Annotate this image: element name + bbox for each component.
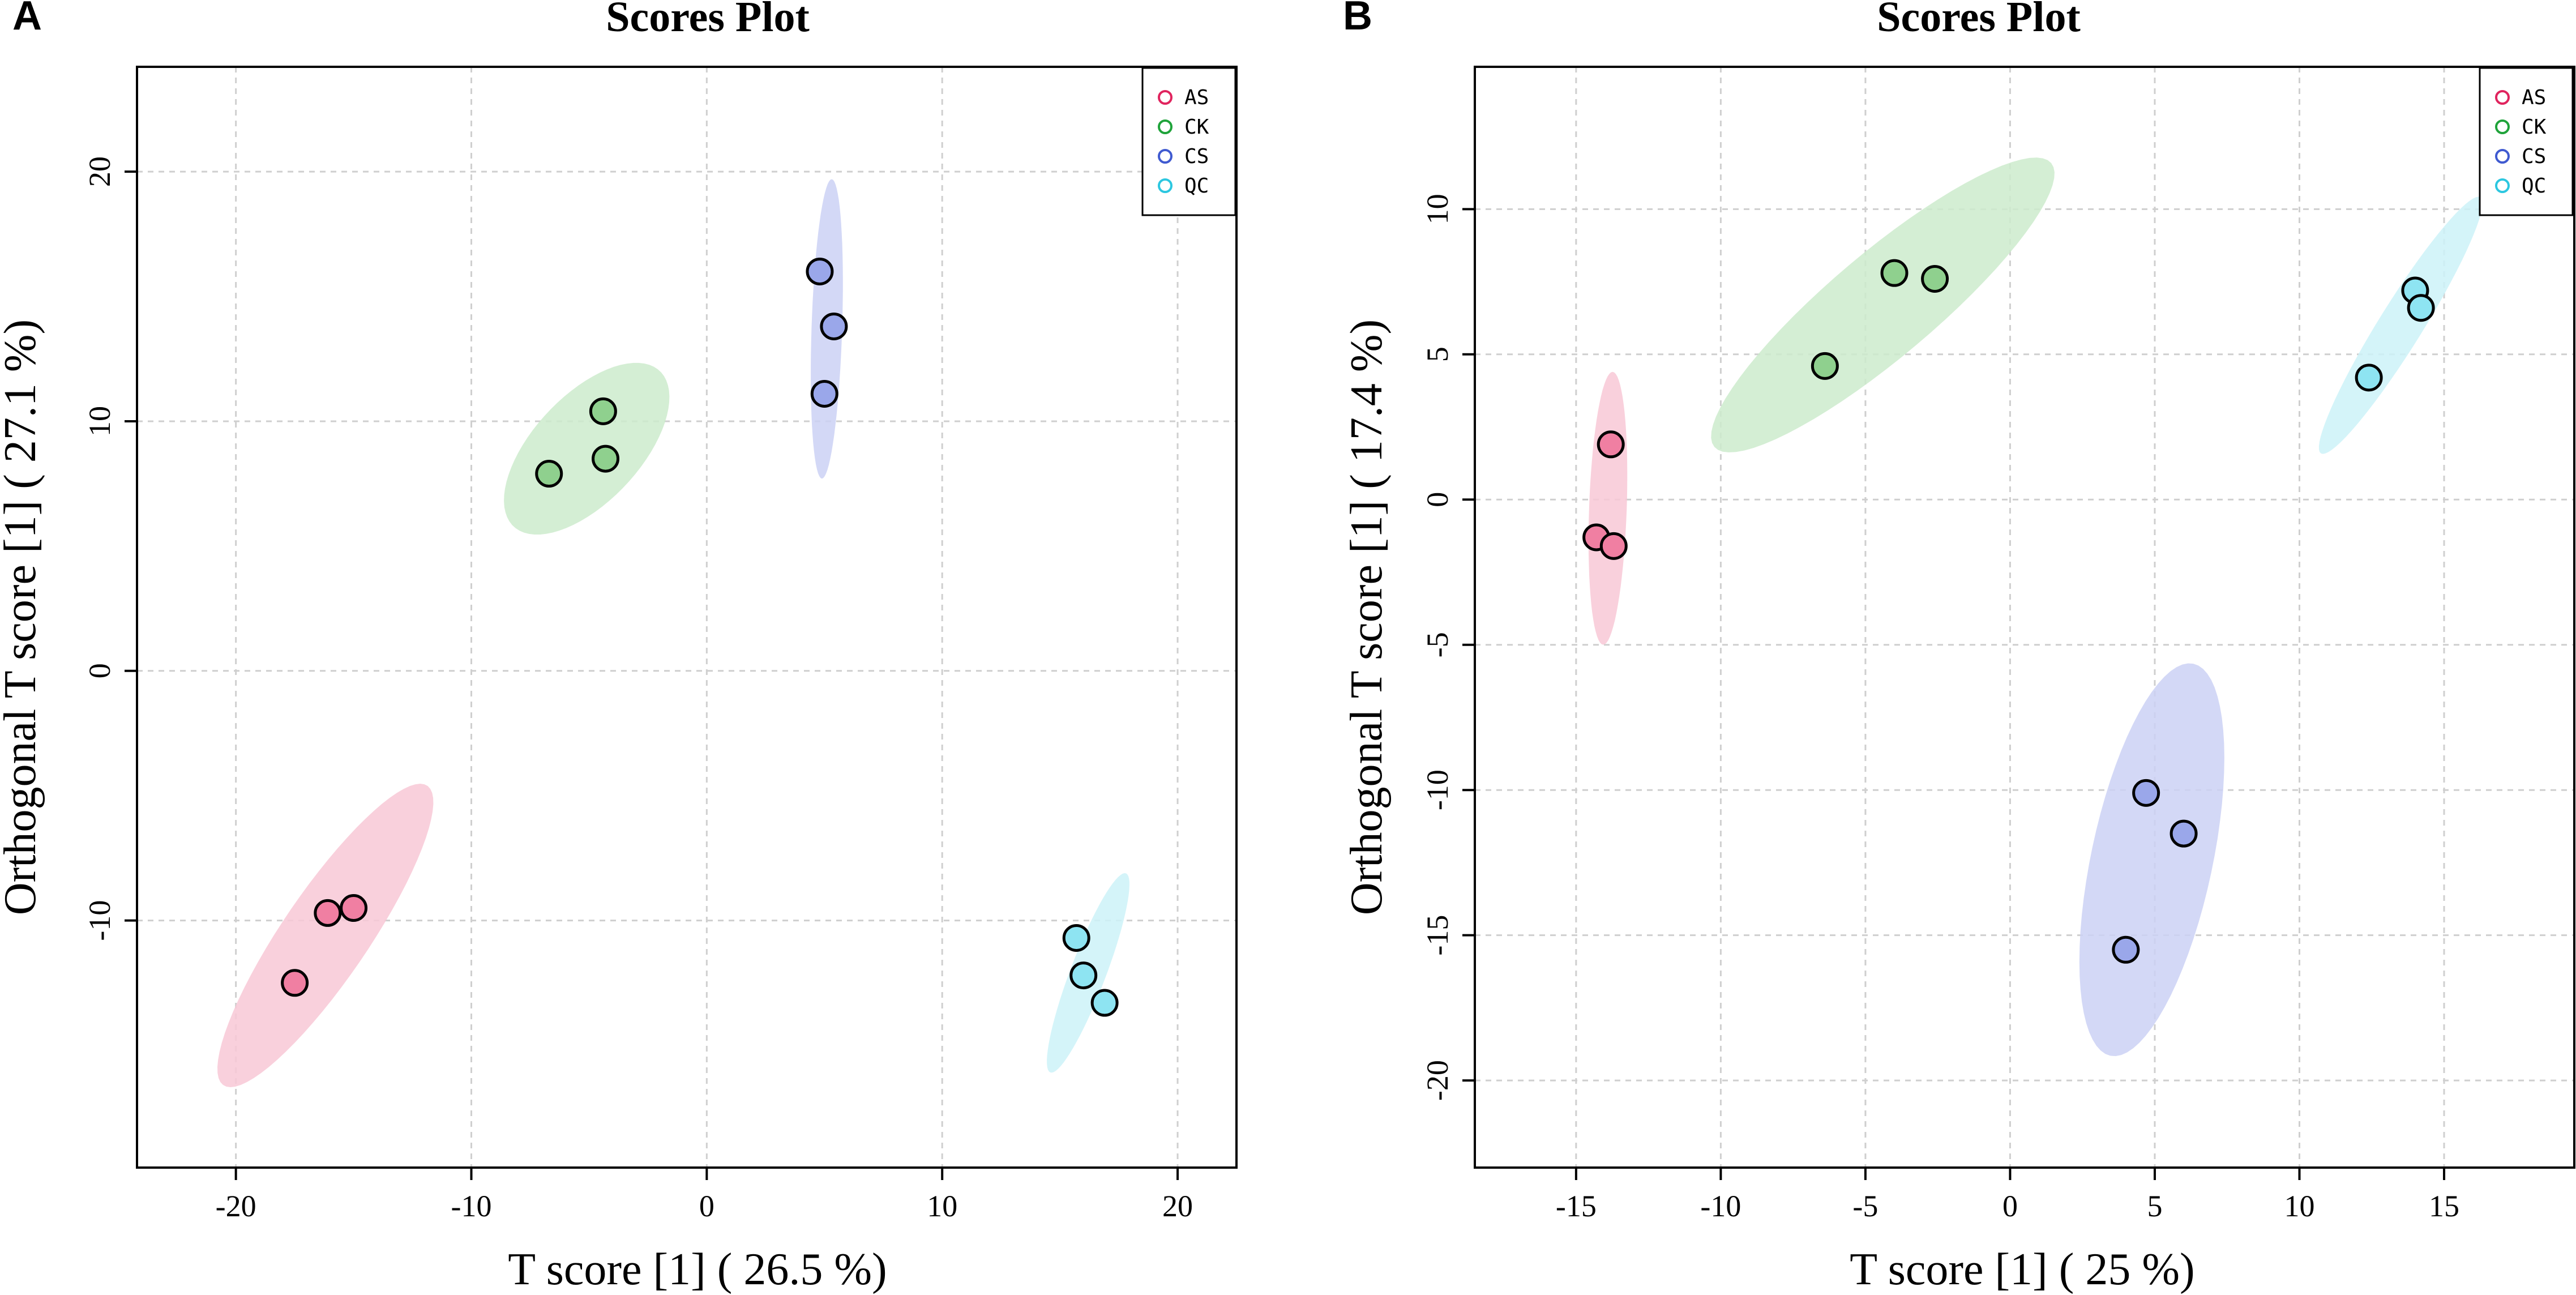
legend-marker-cs [2495, 149, 2510, 164]
legend-label-as: AS [1184, 86, 1209, 109]
x-tick-label: 15 [2429, 1189, 2459, 1223]
panel-letter-b: B [1343, 0, 1372, 39]
plot-frame-b [1474, 66, 2575, 1169]
legend-marker-as [2495, 90, 2510, 105]
plot-frame-a [136, 66, 1238, 1169]
point-ck [1880, 259, 1909, 287]
y-axis-ticks-b: -20 -15 -10 -5 0 5 10 [1420, 194, 1475, 1101]
plot-title-b: Scores Plot [1877, 0, 2081, 41]
point-ck [589, 397, 617, 425]
point-qc [1062, 924, 1090, 952]
legend-marker-as [1158, 90, 1173, 105]
legend-items-a: AS CK CS QC [1158, 86, 1209, 198]
y-tick-label: -5 [1420, 632, 1454, 657]
point-ck [535, 460, 563, 488]
point-as [281, 969, 309, 997]
legend-marker-ck [1158, 119, 1173, 134]
point-as [1597, 430, 1625, 459]
x-tick-label: 10 [2284, 1189, 2315, 1223]
legend-label-ck: CK [2522, 116, 2547, 139]
x-tick-label: 5 [2147, 1189, 2162, 1223]
point-cs [2132, 779, 2160, 807]
panel-letter-a: A [12, 0, 42, 39]
y-tick-label: -10 [1420, 770, 1454, 810]
legend-label-qc: QC [1184, 174, 1209, 198]
x-tick-label: -10 [1700, 1189, 1741, 1223]
point-qc [1069, 961, 1098, 990]
point-qc [2355, 364, 2383, 392]
ellipse-ck [1711, 157, 2055, 452]
x-axis-ticks-a: -20 -10 0 10 20 [216, 1168, 1193, 1223]
y-tick-label: 0 [83, 663, 117, 678]
y-axis-label-a: Orthogonal T score [1] ( 27.1 %) [0, 319, 45, 915]
x-tick-label: -15 [1556, 1189, 1597, 1223]
confidence-ellipses-b [1588, 157, 2483, 1057]
ellipse-as [1588, 371, 1628, 645]
y-tick-label: -10 [83, 900, 117, 941]
legend-box-b [2479, 67, 2574, 216]
ellipse-qc [2318, 196, 2483, 454]
x-tick-label: 0 [699, 1189, 714, 1223]
ellipse-ck [504, 362, 670, 535]
x-tick-label: -20 [216, 1189, 256, 1223]
x-axis-label-a: T score [1] ( 26.5 %) [508, 1245, 887, 1294]
x-tick-label: 20 [1162, 1189, 1193, 1223]
legend-label-ck: CK [1184, 116, 1209, 139]
legend-items-b: AS CK CS QC [2495, 86, 2547, 198]
x-tick-label: -10 [451, 1189, 492, 1223]
ellipse-as [217, 784, 434, 1087]
point-ck [592, 445, 620, 473]
x-tick-label: -5 [1852, 1189, 1878, 1223]
panel-a: A Scores Plot -20 -10 0 10 20 -10 0 10 20 T sco… [0, 0, 1238, 1294]
y-tick-label: 0 [1420, 492, 1454, 507]
y-tick-label: 10 [83, 406, 117, 437]
y-tick-label: 20 [83, 156, 117, 187]
legend-marker-cs [1158, 149, 1173, 164]
legend-marker-ck [2495, 119, 2510, 134]
point-cs [806, 257, 834, 285]
point-ck [1811, 352, 1839, 380]
point-as [1599, 532, 1628, 560]
x-tick-label: 0 [2002, 1189, 2018, 1223]
legend-label-as: AS [2522, 86, 2546, 109]
y-tick-label: 10 [1420, 194, 1454, 224]
point-cs [2112, 935, 2140, 964]
point-as [314, 899, 342, 927]
point-cs [2170, 819, 2198, 848]
panel-b: B Scores Plot -15 -10 -5 0 5 10 15 -20 -15 -10 -5… [1342, 0, 2575, 1294]
point-cs [810, 379, 838, 408]
point-qc [1090, 989, 1119, 1017]
legend-label-qc: QC [2522, 174, 2546, 198]
y-axis-label-b: Orthogonal T score [1] ( 17.4 %) [1342, 319, 1392, 915]
x-tick-label: 10 [927, 1189, 957, 1223]
data-points-a [281, 257, 1119, 1017]
point-as [340, 894, 368, 922]
legend-a: AS CK CS QC [1141, 67, 1236, 216]
y-tick-label: 5 [1420, 347, 1454, 362]
legend-box-a [1141, 67, 1236, 216]
data-points-b [1582, 259, 2435, 964]
x-axis-ticks-b: -15 -10 -5 0 5 10 15 [1556, 1168, 2459, 1223]
legend-label-cs: CS [1184, 145, 1209, 168]
x-axis-label-b: T score [1] ( 25 %) [1850, 1245, 2194, 1294]
y-tick-label: -20 [1420, 1060, 1454, 1101]
point-cs [820, 312, 848, 340]
point-ck [1921, 264, 1949, 293]
confidence-ellipses-a [217, 179, 1129, 1087]
y-axis-ticks-a: -10 0 10 20 [83, 156, 137, 941]
legend-marker-qc [2495, 178, 2510, 193]
legend-label-cs: CS [2522, 145, 2546, 168]
y-tick-label: -15 [1420, 915, 1454, 956]
ellipse-cs [2079, 663, 2224, 1057]
point-qc [2407, 294, 2435, 322]
legend-marker-qc [1158, 178, 1173, 193]
plot-title-a: Scores Plot [606, 0, 810, 41]
legend-b: AS CK CS QC [2479, 67, 2574, 216]
